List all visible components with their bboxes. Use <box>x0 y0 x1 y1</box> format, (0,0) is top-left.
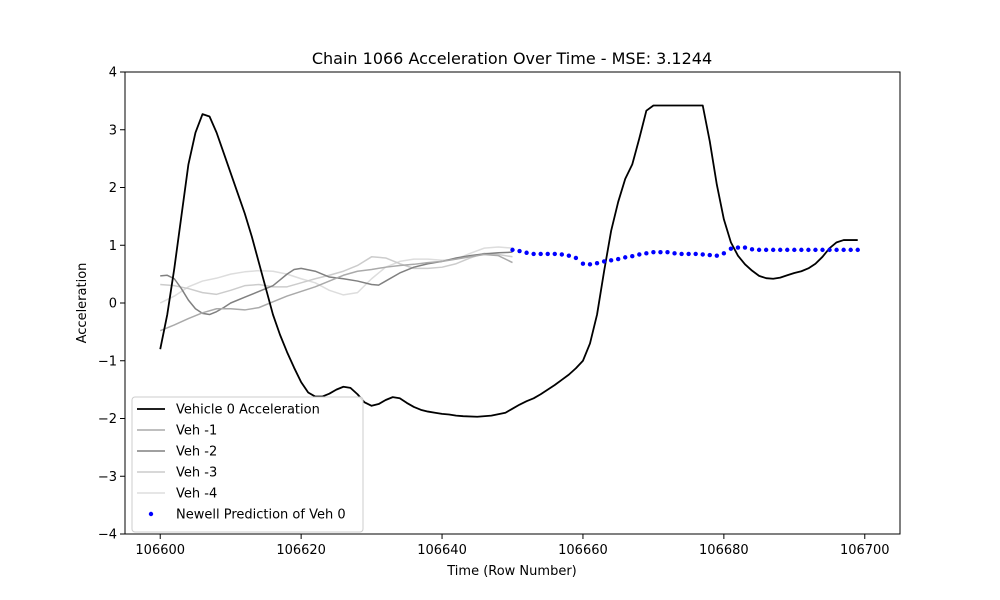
data-point <box>608 258 614 263</box>
data-point <box>672 251 677 256</box>
legend-label: Veh -2 <box>176 445 217 460</box>
data-point <box>778 247 783 253</box>
x-axis-label: Time (Row Number) <box>446 564 576 579</box>
data-point <box>601 259 607 264</box>
data-point <box>792 247 797 253</box>
data-point <box>707 252 712 258</box>
legend-label: Veh -3 <box>176 466 217 481</box>
legend: Vehicle 0 Acceleration Veh -1 Veh -2 Veh -3… <box>131 396 364 533</box>
data-point <box>658 249 663 255</box>
x-axis: 106600 106620 106640 106660 106680 106700 <box>135 534 890 558</box>
data-point <box>749 247 755 252</box>
legend-label: Veh -4 <box>176 487 217 502</box>
data-point <box>644 251 649 256</box>
y-axis: −4 −3 −2 −1 0 1 2 3 4 <box>98 66 125 543</box>
data-point <box>770 247 776 253</box>
data-point <box>524 250 529 255</box>
data-point <box>630 254 635 259</box>
y-tick-label: −3 <box>98 470 117 485</box>
chart-title: Chain 1066 Acceleration Over Time - MSE:… <box>312 49 712 68</box>
data-point <box>728 246 734 251</box>
y-tick-label: 1 <box>109 239 117 254</box>
data-point <box>813 247 818 253</box>
legend-box <box>131 396 364 533</box>
data-point <box>827 247 832 253</box>
x-tick-label: 106620 <box>276 543 326 558</box>
data-point <box>686 251 691 257</box>
legend-item: Newell Prediction of Veh 0 <box>148 508 346 523</box>
data-point <box>742 245 748 250</box>
legend-label: Newell Prediction of Veh 0 <box>176 508 346 523</box>
series-layer <box>159 104 860 418</box>
data-point <box>855 247 860 253</box>
y-tick-label: 3 <box>109 123 117 138</box>
data-point <box>615 256 621 262</box>
data-point <box>552 251 557 257</box>
data-point <box>834 247 839 253</box>
legend-item: Veh -1 <box>137 424 217 439</box>
data-point <box>799 247 804 253</box>
x-tick-label: 106640 <box>417 543 467 558</box>
data-point <box>637 252 642 257</box>
data-point <box>700 252 705 257</box>
y-tick-label: 2 <box>109 181 117 196</box>
data-point <box>820 247 825 253</box>
data-point <box>756 247 762 253</box>
data-point <box>594 260 600 266</box>
data-point <box>679 251 684 257</box>
legend-label: Vehicle 0 Acceleration <box>176 403 320 418</box>
legend-item: Veh -4 <box>137 487 217 502</box>
data-point <box>841 247 846 253</box>
x-tick-label: 106700 <box>840 543 890 558</box>
y-axis-label: Acceleration <box>75 263 90 344</box>
data-point <box>735 245 741 250</box>
legend-item: Veh -2 <box>137 445 217 460</box>
data-point <box>566 253 572 258</box>
data-point <box>623 255 628 260</box>
data-point <box>510 247 515 253</box>
x-tick-label: 106660 <box>558 543 608 558</box>
data-point <box>531 251 536 257</box>
legend-item: Veh -3 <box>137 466 217 481</box>
data-point <box>580 261 586 266</box>
series-newell-prediction-of-veh-0 <box>510 245 860 267</box>
data-point <box>806 247 811 253</box>
y-tick-label: −1 <box>98 354 117 369</box>
data-point <box>651 249 656 255</box>
data-point <box>545 251 550 257</box>
y-tick-label: −2 <box>98 412 117 427</box>
legend-item: Vehicle 0 Acceleration <box>137 403 320 418</box>
legend-marker <box>148 511 154 517</box>
data-point <box>693 251 698 257</box>
data-point <box>559 252 565 257</box>
y-tick-label: 0 <box>109 297 117 312</box>
data-point <box>573 255 579 261</box>
y-tick-label: −4 <box>98 528 117 543</box>
x-tick-label: 106680 <box>699 543 749 558</box>
data-point <box>587 262 593 267</box>
data-point <box>714 253 720 258</box>
data-point <box>721 251 727 256</box>
y-tick-label: 4 <box>109 66 117 81</box>
data-point <box>538 251 543 257</box>
data-point <box>848 247 853 253</box>
series-line-veh-1 <box>159 253 513 332</box>
data-point <box>785 247 790 253</box>
series-line-vehicle-0-acceleration <box>159 104 858 418</box>
data-point <box>665 249 670 255</box>
series-line-veh-3 <box>160 252 513 296</box>
data-point <box>763 247 769 253</box>
legend-label: Veh -1 <box>176 424 217 439</box>
x-tick-label: 106600 <box>135 543 185 558</box>
data-point <box>517 248 522 254</box>
